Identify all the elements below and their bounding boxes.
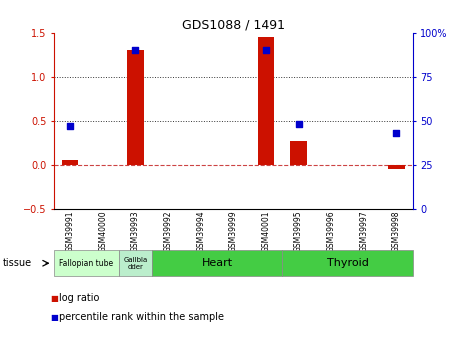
Bar [127,50,144,165]
Point [132,48,139,53]
Point [393,130,400,136]
Title: GDS1088 / 1491: GDS1088 / 1491 [182,19,285,32]
Bar [258,37,274,165]
Text: Fallopian tube: Fallopian tube [60,258,113,268]
Bar [290,141,307,165]
Text: percentile rank within the sample: percentile rank within the sample [59,313,224,322]
Bar [388,165,405,169]
Point [262,48,270,53]
Bar [152,250,282,276]
Text: log ratio: log ratio [59,294,99,303]
Text: tissue: tissue [2,258,31,268]
Text: Thyroid: Thyroid [326,258,369,268]
Text: Heart: Heart [202,258,233,268]
Point [67,123,74,129]
Bar [54,250,119,276]
Bar [119,250,152,276]
Text: ■: ■ [50,294,58,303]
Bar [282,250,413,276]
Text: Gallbla
dder: Gallbla dder [123,257,148,269]
Bar [62,160,78,165]
Point [295,121,303,127]
Text: ■: ■ [50,313,58,322]
